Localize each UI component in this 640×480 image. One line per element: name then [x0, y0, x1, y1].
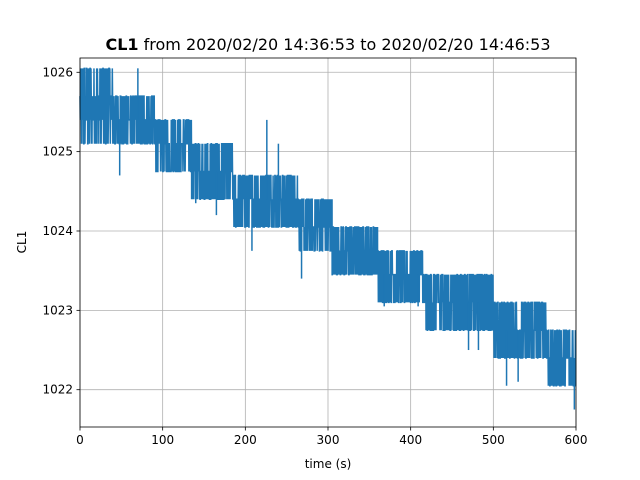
y-tick-label: 1024 — [42, 224, 73, 238]
y-tick-label: 1025 — [42, 145, 73, 159]
x-axis-label: time (s) — [305, 457, 352, 471]
y-tick-label: 1023 — [42, 303, 73, 317]
x-tick-label: 400 — [399, 433, 422, 447]
x-tick-label: 100 — [151, 433, 174, 447]
y-axis: 1022 1023 1024 1025 1026 — [42, 65, 80, 397]
x-tick-label: 0 — [76, 433, 84, 447]
y-tick-label: 1022 — [42, 383, 73, 397]
series — [79, 67, 577, 410]
title-bold: CL1 — [105, 35, 138, 54]
y-tick-label: 1026 — [42, 65, 73, 79]
x-tick-label: 600 — [565, 433, 588, 447]
chart-title: CL1 from 2020/02/20 14:36:53 to 2020/02/… — [105, 35, 550, 54]
series-line — [79, 67, 577, 387]
x-tick-label: 300 — [317, 433, 340, 447]
x-tick-label: 500 — [482, 433, 505, 447]
y-axis-label: CL1 — [15, 231, 29, 254]
x-axis: 0 100 200 300 400 500 600 — [76, 427, 587, 447]
title-rest: from 2020/02/20 14:36:53 to 2020/02/20 1… — [139, 35, 551, 54]
x-tick-label: 200 — [234, 433, 257, 447]
